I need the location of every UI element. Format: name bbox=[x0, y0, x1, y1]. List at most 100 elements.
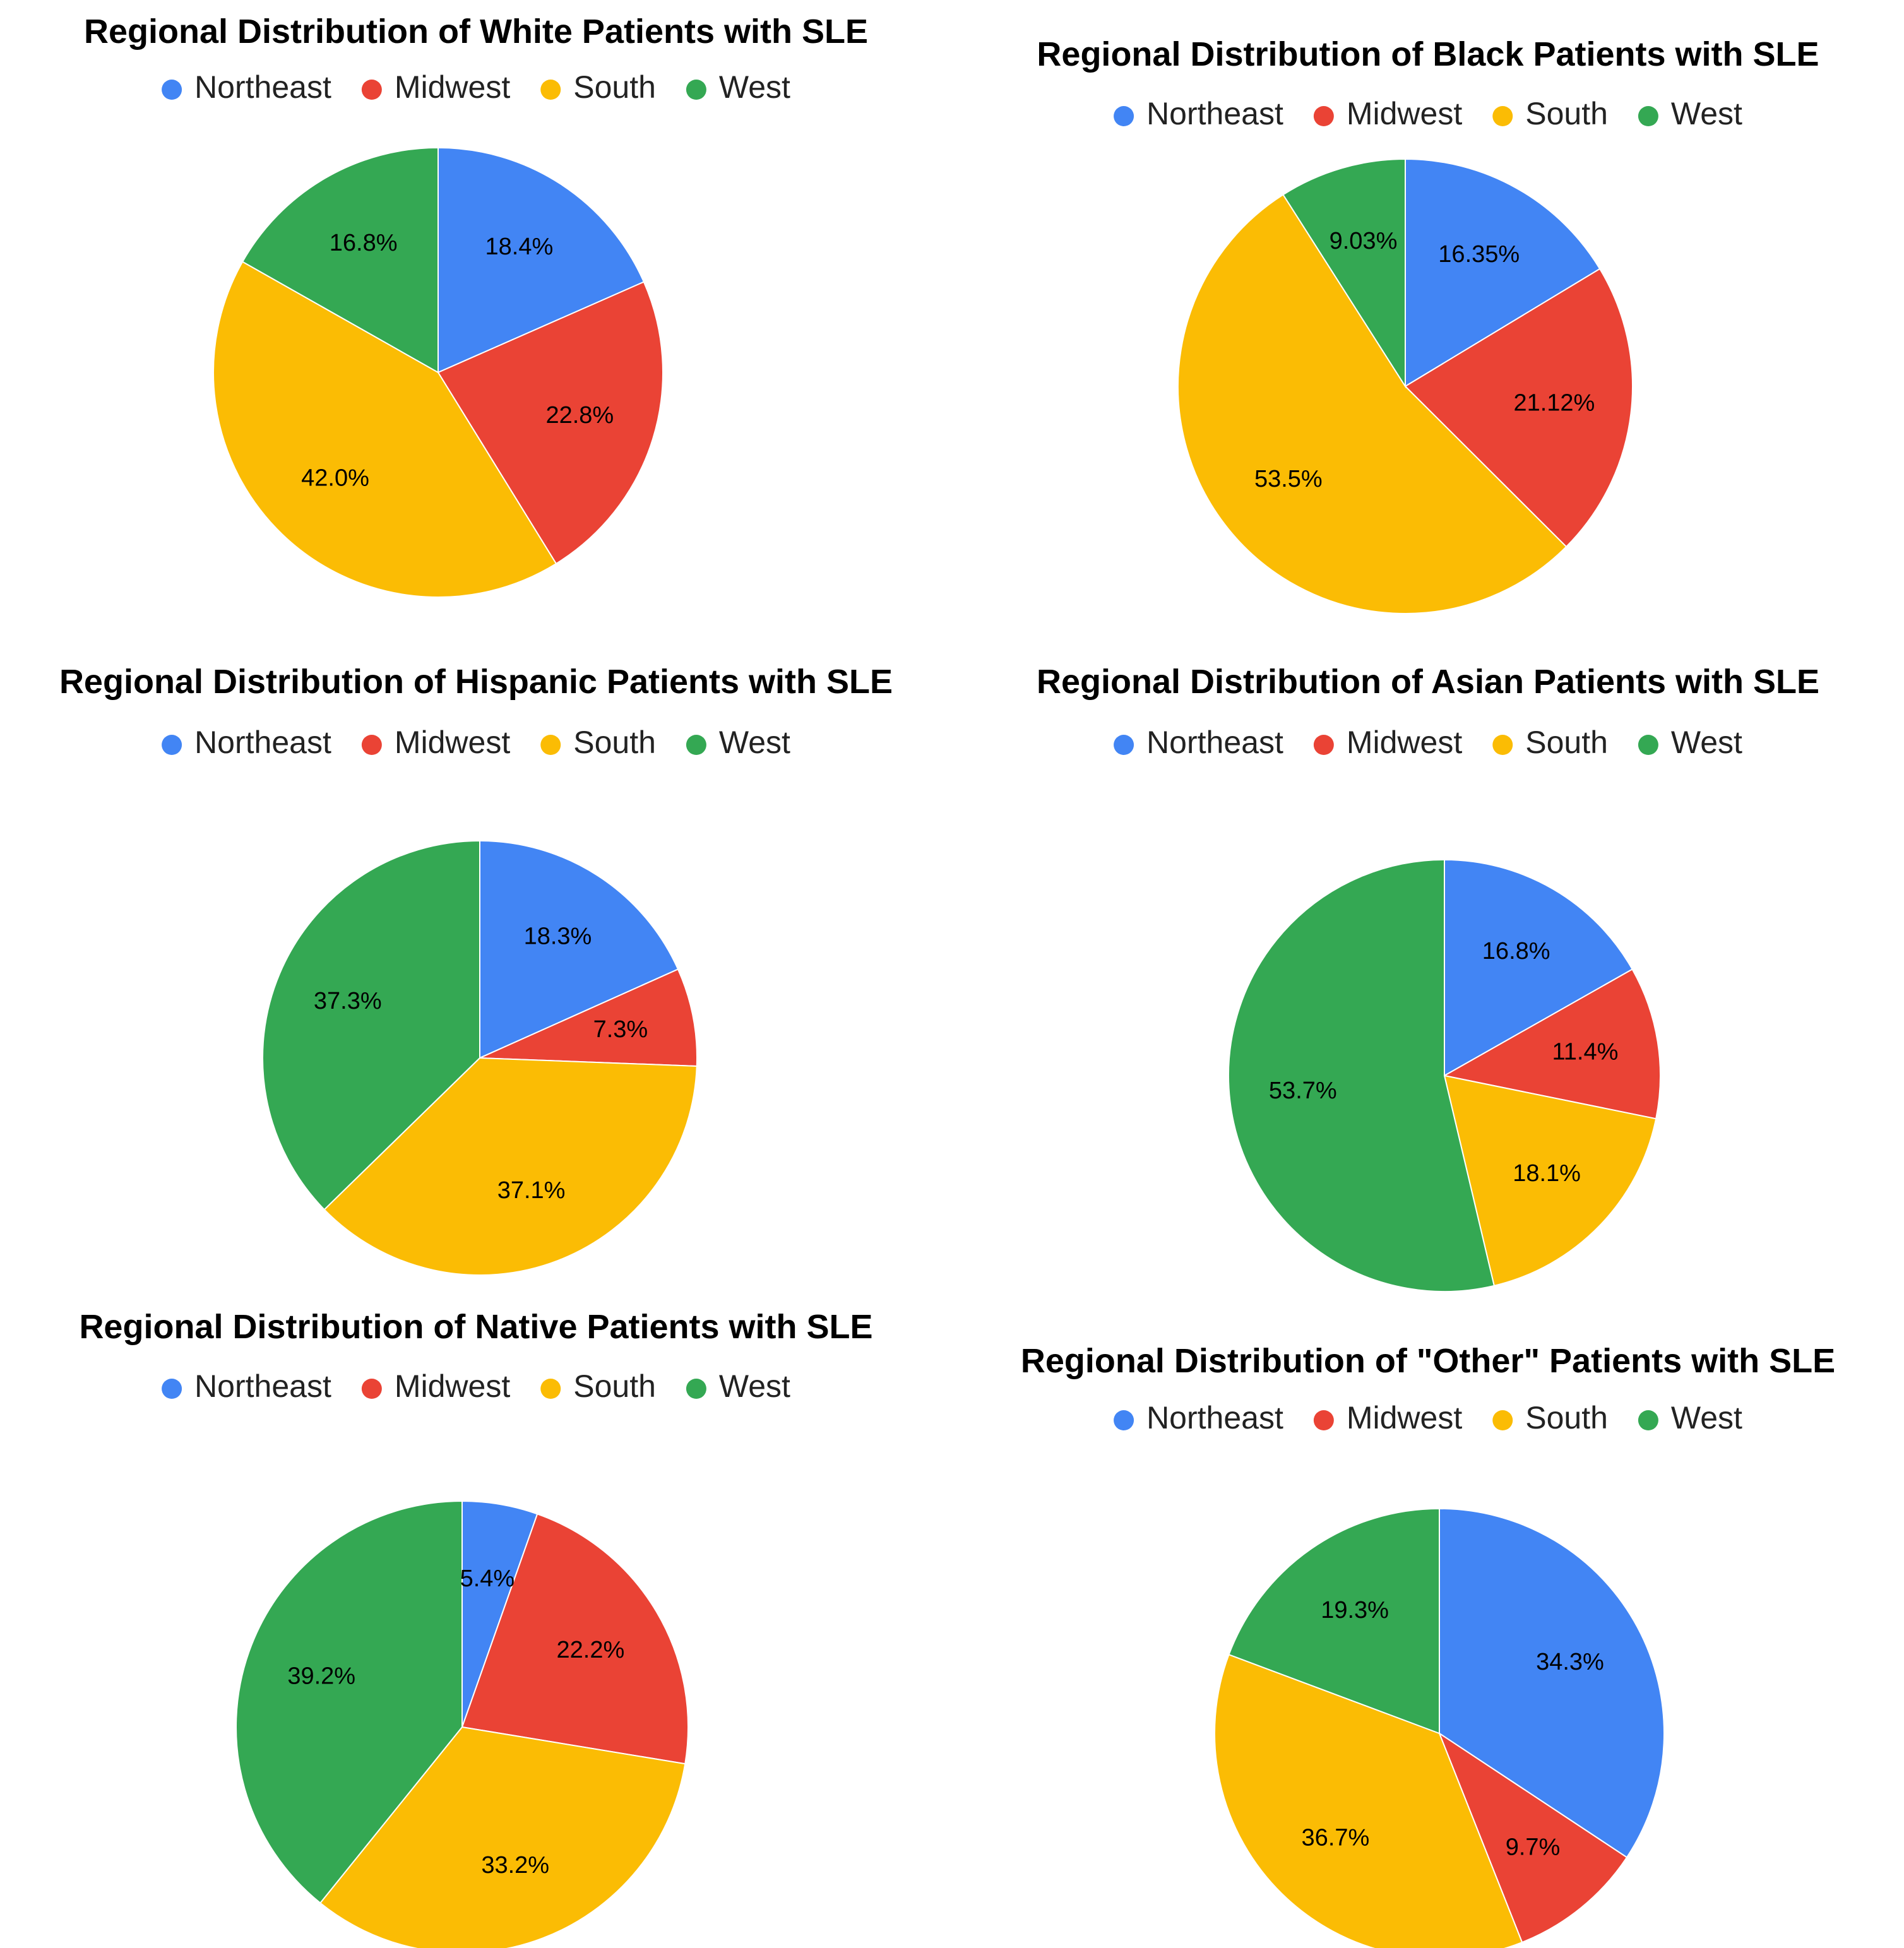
chart-title-other: Regional Distribution of "Other" Patient… bbox=[1021, 1342, 1835, 1380]
legend-label-west: West bbox=[719, 1369, 790, 1404]
legend-white: Northeast Midwest South West bbox=[162, 69, 790, 105]
legend-label-northeast: Northeast bbox=[194, 69, 331, 105]
pie-slice-west bbox=[1228, 858, 1495, 1292]
pie-slice-midwest bbox=[437, 281, 663, 565]
legend-label-midwest: Midwest bbox=[395, 69, 510, 105]
pie-slice-northeast bbox=[1444, 858, 1633, 1077]
slice-labels-other: 34.3% 9.7% 36.7% 19.3% bbox=[1302, 1597, 1604, 1861]
slices-other bbox=[1214, 1507, 1665, 1948]
legend-swatch-west bbox=[686, 80, 706, 100]
pie-slice-south bbox=[213, 261, 557, 598]
legend-swatch-northeast bbox=[162, 735, 182, 755]
slice-label-south: 33.2% bbox=[481, 1852, 549, 1879]
pie-chart-other: Regional Distribution of "Other" Patient… bbox=[952, 1298, 1904, 1948]
slice-labels-native: 5.4% 22.2% 33.2% 39.2% bbox=[287, 1565, 624, 1879]
pie-slice-south bbox=[1214, 1653, 1523, 1948]
pie-chart-hispanic-svg: Regional Distribution of Hispanic Patien… bbox=[59, 663, 893, 1276]
pie-chart-hispanic: Regional Distribution of Hispanic Patien… bbox=[0, 649, 952, 1298]
chart-title-white: Regional Distribution of White Patients … bbox=[84, 13, 868, 50]
pie-slice-west bbox=[262, 840, 480, 1211]
slice-label-northeast: 18.3% bbox=[524, 923, 592, 949]
slice-label-midwest: 21.12% bbox=[1513, 389, 1595, 416]
chart-title-asian: Regional Distribution of Asian Patients … bbox=[1037, 663, 1819, 701]
legend-swatch-west bbox=[686, 735, 706, 755]
pie-chart-white: Regional Distribution of White Patients … bbox=[0, 0, 952, 649]
pie-slice-south bbox=[319, 1726, 686, 1948]
pie-slice-south bbox=[1177, 194, 1568, 614]
legend-label-west: West bbox=[719, 69, 790, 105]
slice-labels-hispanic: 18.3% 7.3% 37.1% 37.3% bbox=[314, 923, 648, 1203]
legend-swatch-northeast bbox=[1114, 735, 1134, 755]
slice-label-midwest: 11.4% bbox=[1552, 1039, 1618, 1066]
legend-label-midwest: Midwest bbox=[1347, 725, 1462, 760]
slice-label-west: 37.3% bbox=[314, 988, 382, 1014]
slice-label-midwest: 7.3% bbox=[593, 1016, 648, 1043]
pie-slice-midwest bbox=[461, 1513, 689, 1765]
slice-label-south: 42.0% bbox=[301, 465, 369, 491]
slice-label-west: 19.3% bbox=[1321, 1597, 1389, 1624]
legend-swatch-west bbox=[1638, 735, 1658, 755]
legend-swatch-northeast bbox=[1114, 1410, 1134, 1430]
pie-slice-northeast bbox=[1405, 158, 1601, 388]
slices-asian bbox=[1228, 858, 1661, 1292]
legend-label-west: West bbox=[719, 725, 790, 760]
slices-native bbox=[235, 1500, 689, 1948]
legend-black: Northeast Midwest South West bbox=[1114, 96, 1742, 131]
legend-label-northeast: Northeast bbox=[1146, 725, 1283, 760]
legend-swatch-south bbox=[1492, 106, 1513, 126]
legend-swatch-midwest bbox=[1313, 106, 1334, 126]
slice-label-midwest: 22.2% bbox=[557, 1637, 625, 1663]
chart-title-hispanic: Regional Distribution of Hispanic Patien… bbox=[59, 663, 893, 701]
slice-label-northeast: 18.4% bbox=[485, 234, 554, 260]
slices-black bbox=[1177, 158, 1633, 614]
pie-chart-asian: Regional Distribution of Asian Patients … bbox=[952, 649, 1904, 1298]
legend-label-south: South bbox=[1525, 96, 1608, 131]
legend-label-northeast: Northeast bbox=[194, 1369, 331, 1404]
legend-label-west: West bbox=[1671, 1400, 1742, 1435]
pie-slice-midwest bbox=[479, 968, 698, 1067]
legend-swatch-west bbox=[1638, 1410, 1658, 1430]
slice-label-south: 36.7% bbox=[1302, 1825, 1370, 1851]
legend-swatch-midwest bbox=[361, 80, 382, 100]
slice-label-south: 37.1% bbox=[497, 1177, 566, 1204]
legend-swatch-south bbox=[540, 80, 561, 100]
legend-label-northeast: Northeast bbox=[1146, 96, 1283, 131]
pie-slice-west bbox=[235, 1500, 463, 1904]
slice-labels-black: 16.35% 21.12% 53.5% 9.03% bbox=[1254, 228, 1595, 492]
pie-chart-native-svg: Regional Distribution of Native Patients… bbox=[79, 1308, 873, 1948]
legend-swatch-south bbox=[540, 735, 561, 755]
pie-slice-west bbox=[1228, 1507, 1440, 1735]
pie-chart-black: Regional Distribution of Black Patients … bbox=[952, 0, 1904, 649]
slice-label-northeast: 16.35% bbox=[1438, 241, 1520, 268]
pie-chart-white-svg: Regional Distribution of White Patients … bbox=[84, 13, 868, 598]
slice-label-northeast: 5.4% bbox=[460, 1565, 515, 1592]
pie-chart-other-svg: Regional Distribution of "Other" Patient… bbox=[1021, 1342, 1835, 1948]
pie-slice-northeast bbox=[437, 146, 645, 374]
legend-swatch-midwest bbox=[361, 1379, 382, 1399]
chart-title-black: Regional Distribution of Black Patients … bbox=[1037, 35, 1819, 73]
pie-slice-south bbox=[323, 1057, 698, 1276]
pie-chart-asian-svg: Regional Distribution of Asian Patients … bbox=[1037, 663, 1819, 1292]
legend-label-midwest: Midwest bbox=[395, 725, 510, 760]
legend-native: Northeast Midwest South West bbox=[162, 1369, 790, 1404]
legend-asian: Northeast Midwest South West bbox=[1114, 725, 1742, 760]
pie-slice-south bbox=[1443, 1074, 1657, 1287]
slice-label-west: 16.8% bbox=[330, 230, 398, 256]
slices-hispanic bbox=[262, 840, 698, 1276]
chart-title-native: Regional Distribution of Native Patients… bbox=[79, 1308, 872, 1346]
legend-label-midwest: Midwest bbox=[395, 1369, 510, 1404]
slice-label-northeast: 16.8% bbox=[1482, 938, 1550, 965]
slice-label-south: 18.1% bbox=[1513, 1160, 1581, 1187]
pie-slice-midwest bbox=[1404, 268, 1633, 548]
legend-label-northeast: Northeast bbox=[1146, 1400, 1283, 1435]
legend-swatch-northeast bbox=[1114, 106, 1134, 126]
legend-swatch-northeast bbox=[162, 1379, 182, 1399]
legend-label-south: South bbox=[1525, 1400, 1608, 1435]
legend-swatch-south bbox=[540, 1379, 561, 1399]
legend-swatch-west bbox=[1638, 106, 1658, 126]
legend-label-midwest: Midwest bbox=[1347, 96, 1462, 131]
pie-slice-midwest bbox=[1437, 1731, 1628, 1944]
slices-white bbox=[213, 146, 663, 598]
slice-label-midwest: 9.7% bbox=[1506, 1834, 1561, 1860]
pie-slice-northeast bbox=[479, 840, 679, 1059]
